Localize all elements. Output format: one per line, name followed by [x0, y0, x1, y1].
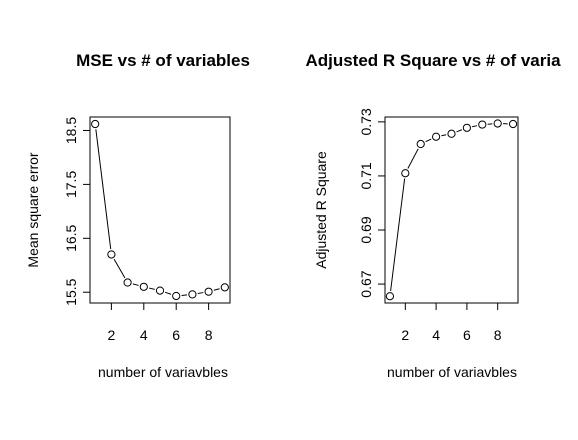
adj-r2-line-segment — [390, 178, 406, 291]
mse-point — [91, 119, 100, 129]
adj-r2-x-axis-label: number of variavbles — [387, 364, 517, 380]
mse-line-segment — [132, 283, 139, 286]
adj-r2-point — [462, 123, 471, 132]
mse-line-segment — [113, 258, 126, 279]
adj-r2-point — [416, 139, 425, 149]
adj-r2-line-segment — [472, 125, 478, 128]
adj-r2-chart-title: Adjusted R Square vs # of varia — [305, 51, 561, 70]
mse-y-tick-label: 15.5 — [63, 278, 79, 305]
mse-line-segment — [95, 129, 112, 250]
adj-r2-y-tick-label: 0.69 — [358, 216, 374, 243]
mse-plot-frame — [89, 116, 231, 304]
adj-r2-line-segment — [407, 148, 419, 169]
mse-data-marks — [91, 119, 229, 301]
adj-r2-plot-frame — [384, 116, 519, 304]
adj-r2-point — [401, 169, 410, 178]
adj-r2-x-tick-label: 4 — [432, 327, 440, 343]
adj-r2-data-marks — [385, 119, 518, 301]
mse-point — [204, 287, 213, 296]
adj-r2-point — [508, 119, 518, 129]
mse-point — [139, 282, 148, 291]
adj-r2-point — [385, 292, 395, 301]
mse-point — [155, 286, 165, 295]
mse-line-segment — [213, 288, 220, 291]
adj-r2-y-axis-label: Adjusted R Square — [313, 151, 329, 269]
mse-point — [172, 291, 181, 301]
mse-chart-title: MSE vs # of variables — [76, 51, 250, 70]
adj-r2-point — [478, 120, 487, 129]
mse-x-ticks: 2 4 6 8 — [107, 303, 213, 343]
mse-y-tick-label: 16.5 — [63, 224, 79, 251]
mse-point — [188, 290, 197, 299]
adj-r2-point — [493, 119, 502, 128]
mse-y-axis-label: Mean square error — [25, 152, 41, 268]
adj-r2-y-tick-label: 0.67 — [358, 270, 374, 297]
adj-r2-panel: Adjusted R Square vs # of varia 2 4 6 8 0.6… — [305, 51, 561, 380]
adj-r2-x-tick-label: 2 — [401, 327, 409, 343]
adj-r2-y-tick-label: 0.71 — [358, 162, 374, 189]
mse-y-ticks: 15.5 16.5 17.5 18.5 — [63, 117, 90, 306]
adj-r2-point — [432, 132, 441, 141]
mse-line-segment — [197, 292, 204, 294]
mse-point — [107, 250, 116, 259]
adj-r2-y-tick-label: 0.73 — [358, 108, 374, 135]
mse-x-tick-label: 6 — [172, 327, 180, 343]
adj-r2-line-segment — [456, 129, 463, 133]
mse-point — [123, 278, 132, 287]
adj-r2-line-segment — [441, 134, 447, 137]
mse-line-segment — [164, 291, 172, 295]
mse-line-segment — [181, 294, 188, 296]
adj-r2-point — [447, 129, 456, 138]
adj-r2-x-tick-label: 6 — [463, 327, 471, 343]
mse-y-tick-label: 17.5 — [63, 171, 79, 198]
adj-r2-line-segment — [425, 138, 432, 143]
mse-y-tick-label: 18.5 — [63, 117, 79, 144]
mse-line-segment — [148, 287, 155, 290]
adj-r2-x-tick-label: 8 — [494, 327, 502, 343]
mse-x-tick-label: 4 — [140, 327, 148, 343]
adj-r2-y-ticks: 0.67 0.69 0.71 0.73 — [358, 108, 385, 298]
mse-x-axis-label: number of variavbles — [98, 364, 228, 380]
mse-x-tick-label: 2 — [107, 327, 115, 343]
adj-r2-x-ticks: 2 4 6 8 — [401, 303, 502, 343]
mse-point — [220, 283, 229, 292]
mse-x-tick-label: 8 — [205, 327, 213, 343]
